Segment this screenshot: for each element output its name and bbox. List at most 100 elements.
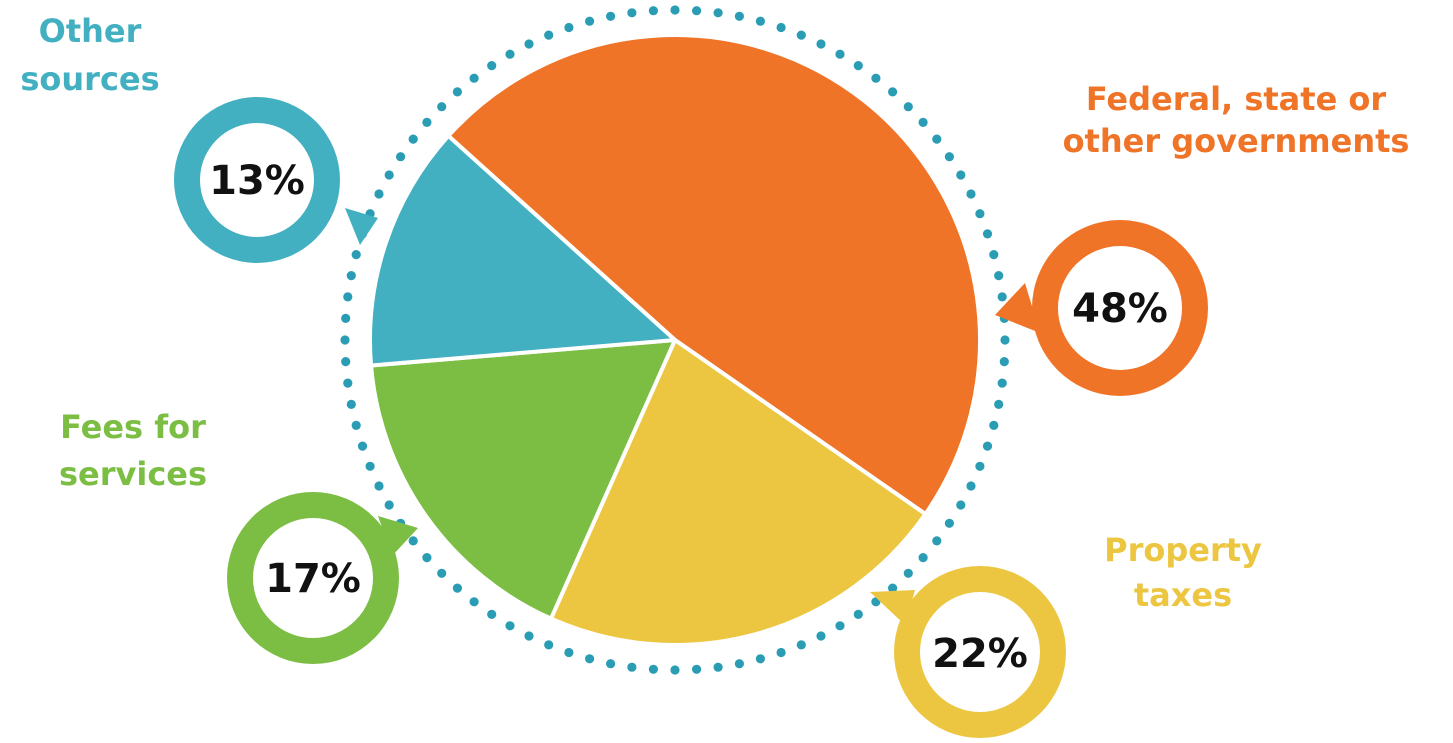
ring-dot bbox=[452, 87, 462, 97]
ring-dot bbox=[982, 229, 993, 239]
ring-dot bbox=[975, 209, 985, 219]
ring-dot bbox=[648, 664, 659, 674]
ring-dot bbox=[888, 583, 898, 593]
ring-dot bbox=[469, 597, 479, 607]
pie-slice-property-taxes bbox=[548, 338, 928, 647]
ring-dot bbox=[796, 30, 806, 40]
ring-dot bbox=[713, 8, 723, 18]
callout-fees-for-services: 17% bbox=[227, 492, 418, 664]
ring-dot bbox=[989, 420, 999, 430]
ring-dot bbox=[357, 441, 368, 451]
ring-dot bbox=[975, 461, 985, 471]
ring-dot bbox=[670, 665, 680, 675]
ring-dot bbox=[374, 481, 384, 491]
ring-dot bbox=[340, 335, 350, 345]
ring-dot bbox=[956, 170, 966, 180]
ring-dot bbox=[341, 357, 351, 367]
ring-dot bbox=[384, 170, 394, 180]
ring-dot bbox=[422, 117, 432, 127]
ring-dot bbox=[944, 152, 955, 162]
callout-property-taxes: 22% bbox=[870, 566, 1066, 738]
ring-dot bbox=[888, 87, 898, 97]
ring-dot bbox=[713, 662, 723, 672]
ring-dot bbox=[999, 357, 1009, 367]
category-label-fees-for-services: Fees for services bbox=[59, 408, 207, 493]
ring-dot bbox=[524, 631, 534, 641]
category-label-other-sources: Other sources bbox=[20, 12, 159, 98]
ring-dot bbox=[796, 640, 806, 650]
ring-dot bbox=[606, 659, 616, 669]
ring-dot bbox=[606, 11, 616, 21]
ring-dot bbox=[487, 61, 497, 71]
pie-slice-other-sources bbox=[368, 133, 677, 368]
ring-dot bbox=[982, 441, 993, 451]
dotted-ring bbox=[340, 5, 1010, 675]
callout-inner bbox=[253, 518, 373, 638]
ring-dot bbox=[469, 73, 479, 83]
ring-dot bbox=[853, 609, 863, 620]
ring-dot bbox=[422, 553, 432, 563]
ring-dot bbox=[343, 378, 353, 388]
ring-dot bbox=[966, 481, 976, 491]
ring-dot bbox=[997, 378, 1007, 388]
ring-dot bbox=[585, 654, 595, 664]
ring-dot bbox=[346, 399, 356, 409]
pie-slice-federal-state-or-other-governments bbox=[446, 33, 982, 517]
ring-dot bbox=[564, 22, 574, 33]
ring-dot bbox=[994, 399, 1004, 409]
ring-dot bbox=[1000, 335, 1010, 345]
ring-dot bbox=[670, 5, 680, 15]
ring-dot bbox=[903, 568, 913, 578]
ring-dot bbox=[585, 16, 595, 26]
ring-dot bbox=[734, 659, 745, 669]
ring-dot bbox=[816, 39, 826, 49]
ring-dot bbox=[452, 583, 462, 593]
category-labels: Federal, state or other governments Proper… bbox=[20, 12, 1409, 614]
ring-dot bbox=[966, 189, 976, 199]
ring-dot bbox=[692, 6, 702, 16]
ring-dot bbox=[918, 553, 928, 563]
callout-inner bbox=[200, 123, 314, 237]
ring-dot bbox=[524, 39, 534, 49]
ring-dot bbox=[692, 664, 702, 674]
ring-dot bbox=[487, 609, 497, 620]
ring-dot bbox=[932, 536, 942, 546]
ring-dot bbox=[408, 134, 418, 144]
ring-dot bbox=[505, 49, 515, 59]
ring-dot bbox=[944, 518, 955, 528]
ring-dot bbox=[437, 568, 447, 578]
callout-inner bbox=[920, 592, 1040, 712]
ring-dot bbox=[755, 16, 766, 26]
ring-dot bbox=[627, 662, 637, 672]
percent-label: 22% bbox=[932, 631, 1028, 677]
ring-dot bbox=[871, 73, 881, 83]
percent-callouts: 48% 22% 17% 13% bbox=[174, 97, 1208, 738]
ring-dot bbox=[384, 500, 394, 510]
ring-dot bbox=[835, 621, 845, 631]
percent-label: 13% bbox=[209, 158, 305, 204]
ring-dot bbox=[648, 6, 659, 16]
ring-dot bbox=[835, 49, 845, 59]
ring-dot bbox=[997, 292, 1007, 302]
callout-pointer bbox=[378, 516, 418, 556]
ring-dot bbox=[437, 102, 447, 112]
ring-dot bbox=[346, 271, 356, 281]
ring-dot bbox=[341, 313, 351, 323]
ring-dot bbox=[734, 11, 745, 21]
ring-dot bbox=[755, 654, 766, 664]
percent-label: 17% bbox=[265, 556, 361, 602]
percent-label: 48% bbox=[1072, 286, 1168, 332]
category-label-property-taxes: Property taxes bbox=[1104, 531, 1262, 614]
ring-dot bbox=[564, 647, 574, 658]
ring-dot bbox=[396, 152, 406, 162]
callout-pointer bbox=[345, 208, 378, 245]
ring-dot bbox=[994, 271, 1004, 281]
ring-dot bbox=[544, 640, 554, 650]
ring-dot bbox=[956, 500, 966, 510]
ring-dot bbox=[505, 621, 515, 631]
category-label-federal-state-or-other-governments: Federal, state or other governments bbox=[1063, 80, 1410, 160]
ring-dot bbox=[408, 536, 418, 546]
ring-dot bbox=[776, 647, 786, 658]
ring-dot bbox=[989, 250, 999, 260]
